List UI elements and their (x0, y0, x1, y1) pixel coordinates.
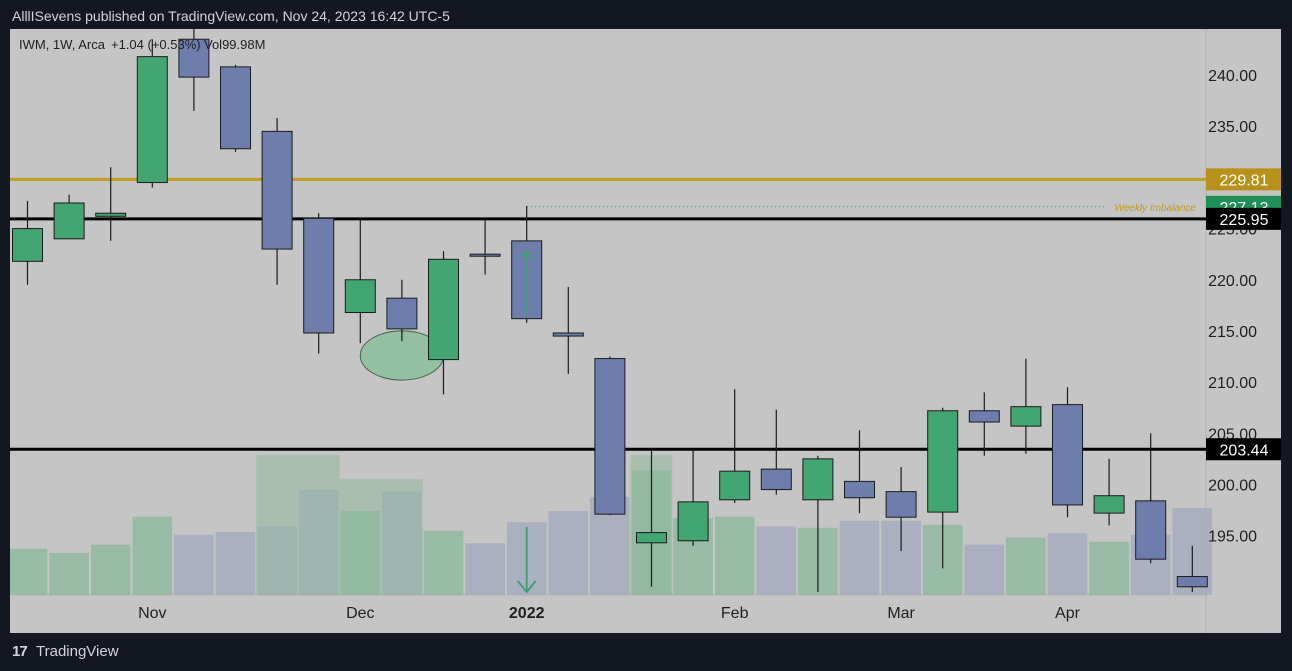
volume-bar (548, 511, 589, 595)
chart-change-info: +1.04 (+0.53%) (111, 37, 201, 52)
candle-body[interactable] (428, 258, 459, 361)
tradingview-logo-icon[interactable]: 17 (12, 644, 34, 660)
time-axis-label: Dec (346, 605, 374, 622)
volume-bar (423, 530, 464, 595)
volume-bar (756, 526, 797, 595)
candle-body[interactable] (178, 38, 210, 78)
candle-body[interactable] (1093, 495, 1125, 514)
candle-body[interactable] (220, 66, 251, 150)
highlight-volume-box (339, 478, 423, 595)
volume-bar (839, 520, 880, 595)
price-tag-resistance: 225.95 (1220, 212, 1269, 229)
price-tick-label: 240.00 (1208, 68, 1257, 85)
price-tick-label: 215.00 (1208, 324, 1257, 341)
candle-body[interactable] (1010, 406, 1042, 427)
chart-volume-info: Vol99.98M (204, 37, 265, 52)
price-tick-label: 200.00 (1208, 477, 1257, 494)
candle-body[interactable] (677, 501, 709, 542)
candle-body[interactable] (885, 491, 917, 518)
tradingview-logo-glyph: 17 (12, 643, 28, 660)
time-axis-label: Mar (887, 605, 915, 622)
volume-bar (1047, 533, 1088, 595)
volume-bar (90, 544, 131, 595)
footer-bar: 17 TradingView (0, 633, 1292, 671)
volume-bar (215, 532, 256, 595)
candlestick-chart[interactable]: Weekly Imbalance195.00200.00205.00210.00… (10, 29, 1281, 633)
volume-bar (174, 534, 214, 595)
volume-bar (465, 543, 505, 595)
price-tick-label: 220.00 (1208, 273, 1257, 290)
candle-body[interactable] (719, 470, 751, 501)
candle-body[interactable] (344, 279, 376, 314)
price-tag-resistance-bg (1206, 207, 1281, 230)
volume-bar (714, 516, 755, 595)
candle-body[interactable] (12, 228, 43, 262)
price-tick-label: 210.00 (1208, 375, 1257, 392)
publisher-line: AlllISevens published on TradingView.com… (12, 8, 450, 24)
candle-body[interactable] (1176, 576, 1208, 588)
candle-body[interactable] (1052, 404, 1083, 506)
tradingview-brand[interactable]: TradingView (36, 643, 119, 660)
weekly-imbalance-label: Weekly Imbalance (1114, 203, 1196, 214)
candle-body[interactable] (136, 56, 168, 184)
candle-body[interactable] (386, 297, 418, 330)
time-axis-label: 2022 (509, 605, 545, 622)
candle-body[interactable] (802, 458, 834, 501)
candle-body[interactable] (303, 217, 335, 334)
time-axis-label: Nov (138, 605, 166, 622)
price-tick-label: 195.00 (1208, 529, 1257, 546)
volume-bar (49, 553, 89, 595)
price-tick-label: 235.00 (1208, 119, 1257, 136)
candle-body[interactable] (469, 253, 501, 257)
candle-body[interactable] (760, 468, 792, 491)
down-arrow-head-icon (517, 580, 537, 594)
price-tag-support: 203.44 (1220, 442, 1269, 459)
up-arrow-head-icon (520, 249, 534, 259)
candle-body[interactable] (53, 202, 85, 240)
candle-body[interactable] (927, 410, 959, 513)
candle-body[interactable] (594, 358, 626, 515)
time-axis-label: Apr (1055, 605, 1081, 622)
candle-body[interactable] (636, 532, 667, 544)
highlight-volume-box (256, 455, 340, 595)
chart-frame[interactable]: Weekly Imbalance 195.00 200.00 205.00 210.00… (10, 29, 1281, 633)
volume-bar (132, 516, 173, 595)
candle-body[interactable] (968, 410, 1000, 423)
volume-bar (10, 548, 48, 595)
time-axis-label: Feb (721, 605, 749, 622)
candle-body[interactable] (552, 332, 584, 337)
volume-bar (1089, 541, 1129, 595)
candle-body[interactable] (1135, 500, 1167, 560)
candle-body[interactable] (844, 480, 875, 499)
publisher-header: AlllISevens published on TradingView.com… (0, 0, 1292, 32)
chart-symbol-info: IWM, 1W, Arca (19, 37, 106, 52)
price-tag-gold: 229.81 (1220, 172, 1269, 189)
price-tag-gold-bg (1206, 168, 1281, 191)
candle-body[interactable] (261, 130, 293, 250)
candle-body[interactable] (95, 212, 127, 217)
price-tag-support-bg (1206, 438, 1281, 461)
volume-bar (1006, 537, 1046, 595)
volume-bar (964, 544, 1005, 595)
